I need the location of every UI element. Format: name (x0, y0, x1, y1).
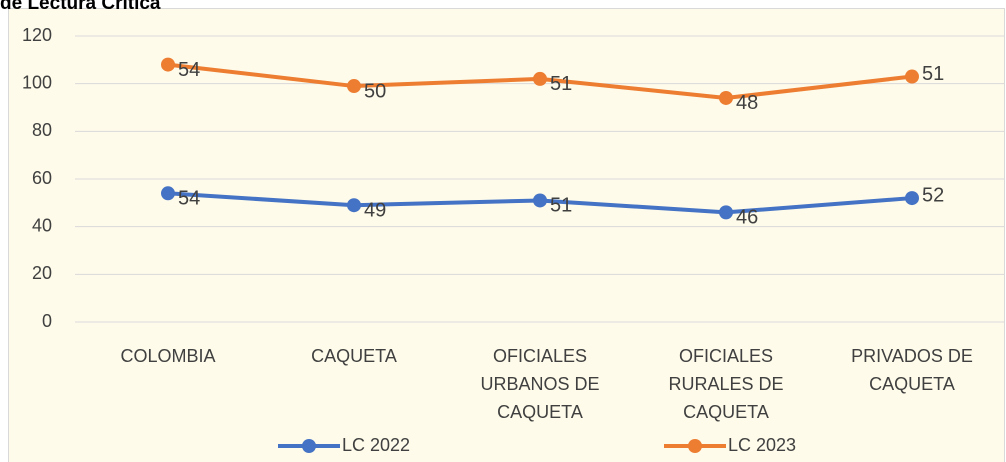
y-tick-label: 80 (32, 120, 52, 140)
marker (161, 186, 175, 201)
data-label: 50 (364, 80, 386, 102)
marker (719, 90, 733, 105)
marker (161, 57, 175, 72)
legend-marker (688, 439, 702, 453)
y-tick-label: 100 (22, 72, 52, 92)
data-label: 51 (922, 63, 944, 85)
marker (905, 191, 919, 206)
legend-label: LC 2022 (342, 435, 410, 455)
x-tick-label: CAQUETA (311, 346, 397, 366)
y-tick-label: 40 (32, 215, 52, 235)
marker (347, 198, 361, 213)
marker (533, 193, 547, 208)
y-tick-label: 120 (22, 25, 52, 45)
legend-label: LC 2023 (728, 435, 796, 455)
data-label: 48 (736, 92, 758, 114)
data-label: 49 (364, 199, 386, 221)
marker (719, 205, 733, 220)
chart-area (8, 8, 1005, 462)
marker (905, 69, 919, 84)
x-tick-label: PRIVADOS DE CAQUETA (851, 346, 973, 394)
data-label: 51 (550, 73, 572, 95)
data-label: 54 (178, 188, 200, 210)
x-tick-label: OFICIALES URBANOS DE CAQUETA (480, 346, 599, 422)
data-label: 52 (922, 184, 944, 206)
marker (347, 79, 361, 94)
x-tick-label: COLOMBIA (120, 346, 215, 366)
y-tick-label: 20 (32, 263, 52, 283)
legend-marker (302, 439, 316, 453)
y-tick-label: 60 (32, 168, 52, 188)
data-label: 46 (736, 207, 758, 229)
chart-title: de Lectura Crítica (0, 0, 161, 14)
data-label: 54 (178, 59, 200, 81)
x-tick-label: OFICIALES RURALES DE CAQUETA (668, 346, 783, 422)
y-tick-label: 0 (42, 311, 52, 331)
data-label: 51 (550, 195, 572, 217)
marker (533, 71, 547, 86)
